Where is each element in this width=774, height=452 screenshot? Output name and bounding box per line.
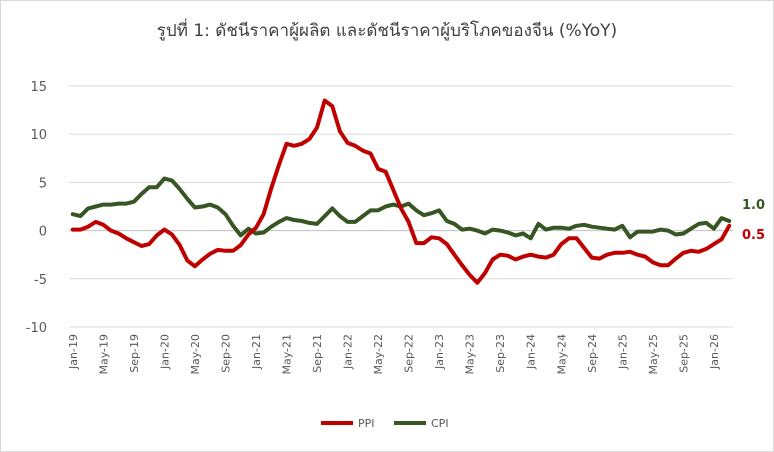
x-tick-label: Jan-19 — [67, 334, 80, 370]
x-tick-label: Jan-22 — [342, 334, 355, 370]
x-tick-label: May-22 — [372, 334, 385, 375]
legend: PPI CPI — [321, 417, 449, 430]
end-label-cpi: 1.0 — [742, 198, 765, 213]
gridlines — [69, 85, 733, 328]
x-tick-label: Jan-25 — [616, 334, 629, 370]
x-tick-label: Sep-22 — [403, 334, 416, 373]
x-tick-label: May-19 — [97, 334, 110, 375]
y-tick-label: -10 — [26, 321, 47, 336]
x-tick-label: Jan-24 — [525, 334, 538, 370]
end-label-ppi: 0.5 — [742, 228, 765, 243]
y-tick-label: -5 — [34, 273, 47, 288]
series-lines — [70, 98, 732, 285]
end-labels: 0.5 1.0 — [742, 198, 765, 243]
x-tick-label: Sep-25 — [677, 334, 690, 373]
x-axis-ticks: Jan-19 May-19 Sep-19 Jan-20 May-20 Sep-20 Jan-… — [67, 334, 721, 375]
x-tick-label: Sep-23 — [494, 334, 507, 373]
y-axis-ticks: -10 -5 0 5 10 15 — [26, 80, 47, 336]
series-line-ppi — [70, 98, 732, 285]
x-tick-label: May-24 — [555, 334, 568, 375]
x-tick-label: Jan-23 — [433, 334, 446, 370]
y-tick-label: 0 — [39, 225, 47, 240]
y-tick-label: 5 — [39, 176, 47, 191]
x-tick-label: Jan-21 — [250, 334, 263, 370]
x-tick-label: Sep-20 — [219, 334, 232, 373]
chart-title: รูปที่ 1: ดัชนีราคาผู้ผลิต และดัชนีราคาผ… — [157, 18, 617, 41]
legend-label-ppi: PPI — [358, 417, 375, 430]
x-tick-label: May-21 — [281, 334, 294, 375]
x-tick-label: Sep-24 — [586, 334, 599, 373]
x-tick-label: Jan-26 — [708, 334, 721, 370]
x-tick-label: Sep-21 — [311, 334, 324, 373]
y-tick-label: 10 — [30, 128, 47, 143]
x-tick-label: May-20 — [189, 334, 202, 375]
y-tick-label: 15 — [30, 80, 47, 95]
x-tick-label: May-25 — [647, 334, 660, 375]
legend-label-cpi: CPI — [431, 417, 449, 430]
x-tick-label: May-23 — [464, 334, 477, 375]
x-tick-label: Jan-20 — [158, 334, 171, 370]
x-tick-label: Sep-19 — [128, 334, 141, 373]
